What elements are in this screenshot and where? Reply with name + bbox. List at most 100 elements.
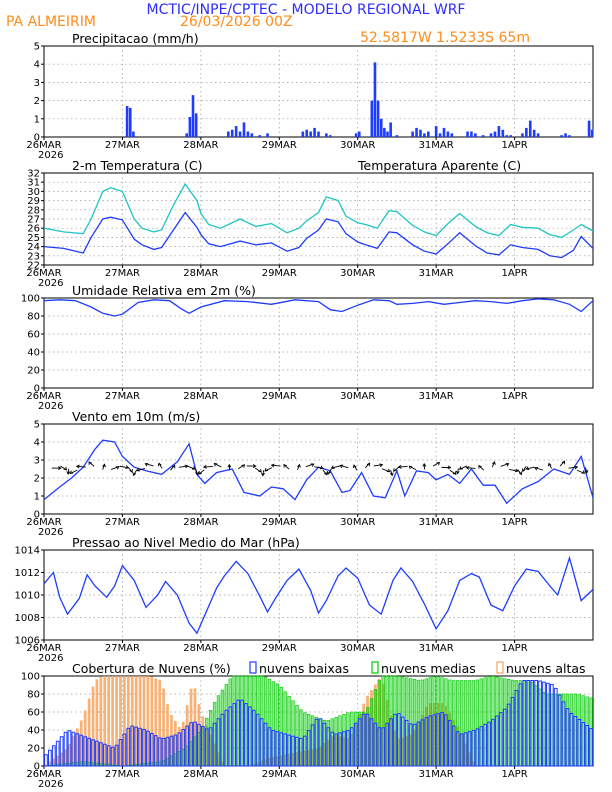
clouds-nuvens-altas-bar bbox=[268, 757, 271, 766]
wind-arrow-head bbox=[191, 466, 196, 470]
clouds-nuvens-baixas-bar bbox=[295, 736, 299, 767]
wind-arrow-head bbox=[258, 469, 262, 473]
wind-arrow-head bbox=[202, 464, 207, 469]
clouds-nuvens-baixas-bar bbox=[208, 727, 213, 767]
clouds-nuvens-altas-bar bbox=[68, 744, 71, 766]
precip-bar bbox=[497, 126, 501, 137]
clouds-nuvens-altas-bar bbox=[381, 683, 385, 766]
clouds-nuvens-baixas-bar bbox=[342, 731, 346, 767]
clouds-nuvens-baixas-bar bbox=[118, 739, 123, 767]
clouds-nuvens-baixas-bar bbox=[447, 719, 452, 767]
pressure-xtick-label: 26MAR bbox=[26, 643, 61, 654]
wind-arrow bbox=[340, 464, 349, 469]
temp-series-line bbox=[43, 211, 594, 259]
precip-bar bbox=[373, 62, 377, 137]
wind-arrow bbox=[136, 467, 146, 471]
pressure-xtick-label: 31MAR bbox=[419, 643, 454, 654]
clouds-nuvens-baixas-bar bbox=[126, 727, 131, 767]
wind-arrow-head bbox=[324, 471, 328, 476]
wind-arrow-head bbox=[422, 463, 427, 467]
wind-arrow-head bbox=[452, 471, 457, 475]
pressure-xtick-label: 27MAR bbox=[105, 643, 140, 654]
clouds-nuvens-baixas-bar bbox=[581, 722, 586, 767]
clouds-nuvens-altas-bar bbox=[452, 719, 456, 766]
clouds-xtick-label: 1APR bbox=[501, 769, 527, 780]
precip-ytick-label: 5 bbox=[34, 42, 40, 53]
precip-bar bbox=[383, 127, 386, 137]
clouds-nuvens-altas-bar bbox=[185, 705, 189, 766]
clouds-nuvens-baixas-bar bbox=[408, 723, 413, 767]
clouds-ytick-label: 0 bbox=[34, 762, 40, 773]
wind-arrow-head bbox=[459, 466, 463, 470]
clouds-nuvens-baixas-bar bbox=[153, 735, 158, 767]
wind-arrow bbox=[576, 469, 585, 474]
precip-bar bbox=[194, 113, 198, 137]
precip-bar bbox=[489, 133, 493, 137]
clouds-nuvens-baixas-bar bbox=[240, 699, 244, 767]
clouds-nuvens-baixas-bar bbox=[577, 719, 582, 767]
wind-arrow-head bbox=[327, 471, 331, 475]
precip-ytick-label: 4 bbox=[34, 60, 40, 71]
precip-bar bbox=[438, 133, 442, 137]
wind-arrow-head bbox=[198, 471, 202, 475]
clouds-nuvens-altas-bar bbox=[64, 749, 67, 766]
precip-bar bbox=[313, 127, 316, 137]
temp-title: 2-m Temperatura (C) bbox=[72, 158, 203, 173]
clouds-nuvens-altas-bar bbox=[79, 720, 83, 766]
clouds-nuvens-altas-bar bbox=[393, 731, 397, 766]
clouds-nuvens-altas-bar bbox=[150, 676, 154, 766]
clouds-xtick-label: 28MAR bbox=[183, 769, 218, 780]
clouds-nuvens-altas-bar bbox=[213, 743, 216, 766]
rh-ytick-label: 40 bbox=[27, 348, 40, 359]
wind-arrow-head bbox=[389, 472, 394, 477]
clouds-nuvens-baixas-bar bbox=[463, 732, 468, 767]
wind-xtick-label: 29MAR bbox=[262, 517, 297, 528]
clouds-nuvens-baixas-bar bbox=[381, 727, 386, 767]
wind-arrow-head bbox=[561, 460, 566, 465]
precip-bar bbox=[505, 135, 509, 137]
rh-series-line bbox=[43, 298, 594, 317]
clouds-nuvens-altas-bar bbox=[56, 755, 60, 766]
rh-ytick-label: 0 bbox=[34, 384, 40, 395]
wind-arrow-head bbox=[144, 462, 149, 467]
clouds-nuvens-altas-bar bbox=[189, 688, 193, 766]
clouds-nuvens-baixas-bar bbox=[322, 722, 327, 767]
clouds-nuvens-altas-bar bbox=[385, 699, 389, 766]
clouds-nuvens-baixas-bar bbox=[310, 724, 315, 767]
wind-arrow bbox=[203, 465, 213, 468]
clouds-nuvens-baixas-bar bbox=[161, 737, 166, 767]
clouds-nuvens-altas-bar bbox=[146, 676, 150, 766]
clouds-nuvens-altas-bar bbox=[362, 703, 365, 766]
wind-xtick-label: 27MAR bbox=[105, 517, 140, 528]
wind-arrow-head bbox=[58, 466, 62, 470]
clouds-nuvens-altas-bar bbox=[99, 677, 103, 766]
clouds-nuvens-altas-bar bbox=[468, 752, 471, 766]
clouds-nuvens-baixas-bar bbox=[373, 722, 378, 767]
clouds-nuvens-baixas-bar bbox=[561, 701, 566, 767]
precip-bar bbox=[191, 95, 195, 137]
rh-ytick-label: 100 bbox=[21, 294, 40, 305]
clouds-nuvens-baixas-bar bbox=[122, 733, 127, 767]
precip-bar bbox=[446, 131, 450, 137]
wind-arrow-head bbox=[115, 466, 120, 470]
clouds-nuvens-baixas-bar bbox=[424, 717, 429, 767]
clouds-nuvens-altas-bar bbox=[366, 695, 369, 766]
clouds-nuvens-baixas-bar bbox=[220, 713, 225, 767]
clouds-nuvens-baixas-bar bbox=[353, 722, 358, 767]
precip-bar bbox=[474, 133, 477, 137]
temp-ytick-label: 26 bbox=[27, 224, 40, 235]
clouds-nuvens-baixas-bar bbox=[400, 716, 405, 767]
clouds-nuvens-baixas-bar bbox=[63, 731, 68, 767]
clouds-nuvens-altas-bar bbox=[209, 734, 213, 766]
clouds-nuvens-altas-bar bbox=[197, 704, 201, 766]
clouds-nuvens-baixas-bar bbox=[330, 731, 335, 767]
wind-arrow bbox=[331, 465, 340, 469]
clouds-nuvens-baixas-bar bbox=[416, 721, 421, 767]
clouds-nuvens-baixas-bar bbox=[106, 745, 111, 767]
rh-xtick-label: 29MAR bbox=[262, 391, 297, 402]
precip-ytick-label: 3 bbox=[34, 78, 40, 89]
clouds-nuvens-altas-bar bbox=[205, 725, 209, 766]
precip-bar bbox=[532, 129, 536, 137]
clouds-nuvens-baixas-bar bbox=[102, 743, 107, 767]
